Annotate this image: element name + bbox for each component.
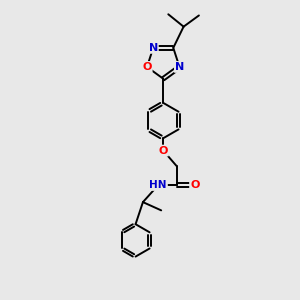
Text: HN: HN <box>149 180 167 190</box>
Text: O: O <box>142 62 152 72</box>
Text: N: N <box>175 62 184 72</box>
Text: N: N <box>148 43 158 53</box>
Text: O: O <box>190 180 200 190</box>
Text: O: O <box>159 146 168 156</box>
